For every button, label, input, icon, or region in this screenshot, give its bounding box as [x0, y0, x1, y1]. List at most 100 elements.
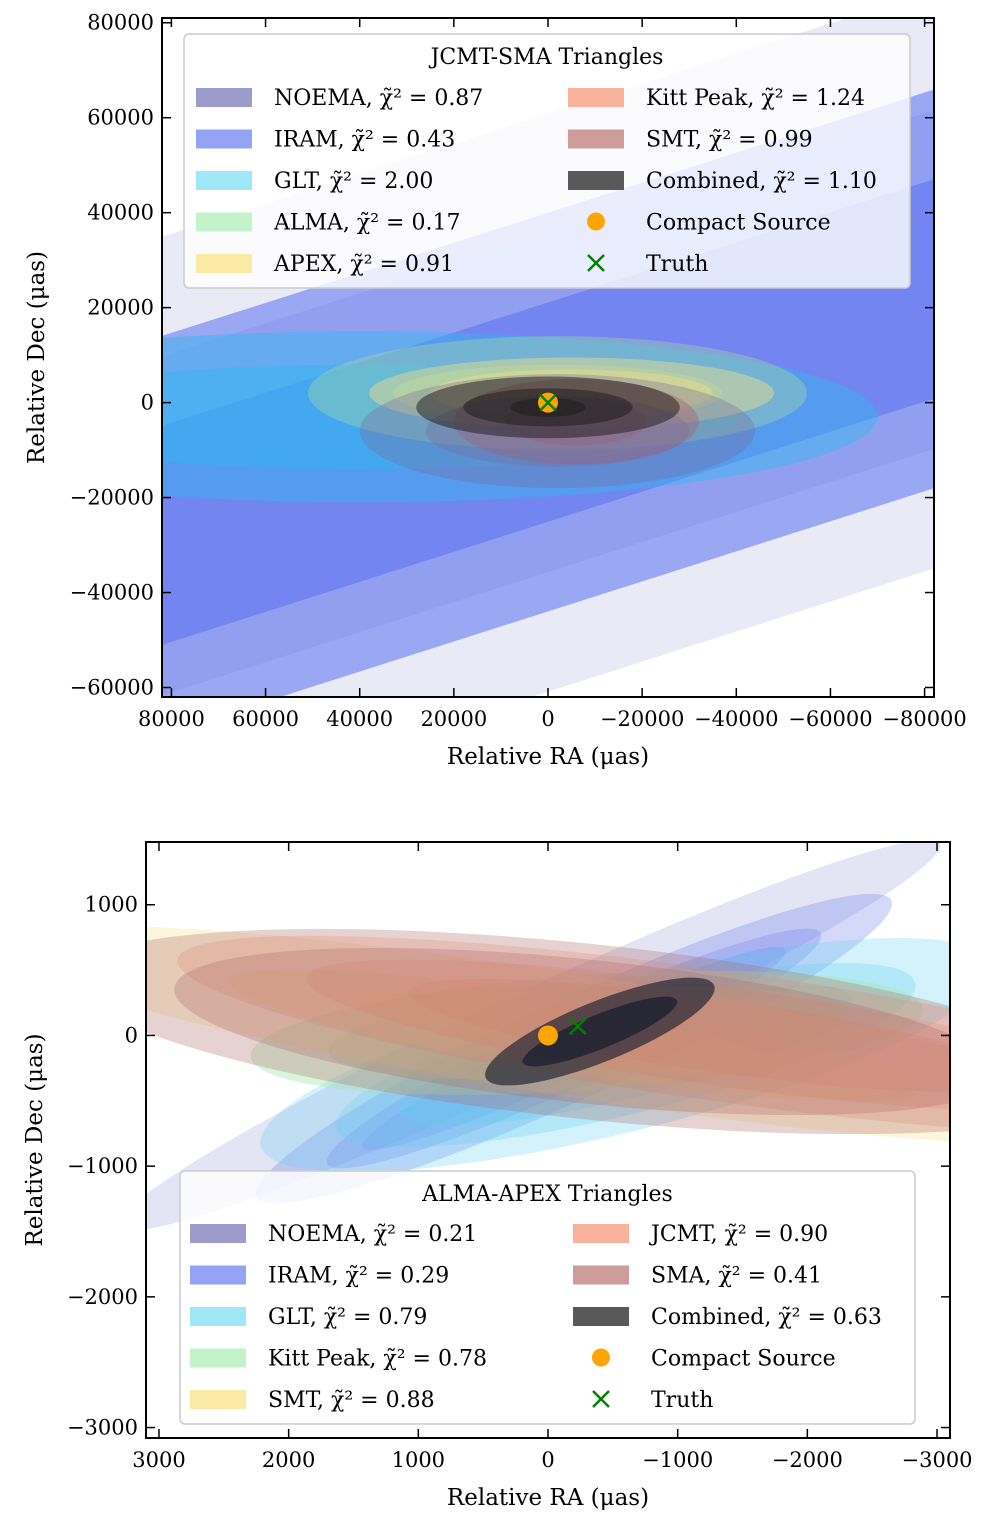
x-tick-label: −60000: [788, 707, 872, 731]
point-truth-stroke-b: [539, 393, 557, 412]
legend-entry-sma: SMA, χ̃² = 0.41: [573, 1264, 822, 1289]
legend-label: APEX, χ̃² = 0.91: [273, 252, 454, 277]
legend-entry-iram: IRAM, χ̃² = 0.43: [196, 128, 455, 153]
legend-swatch: [568, 88, 624, 107]
x-tick-label: 60000: [232, 707, 299, 731]
legend-box: [179, 1170, 916, 1425]
legend-title: JCMT-SMA Triangles: [429, 45, 664, 70]
region-combined-level-2: [522, 996, 678, 1067]
legend-marker-cross-b: [587, 254, 605, 272]
legend-swatch: [568, 129, 624, 149]
plot-area: [146, 842, 950, 1232]
legend-entry-jcmt: JCMT, χ̃² = 0.90: [573, 1222, 828, 1247]
legend-entry-iram: IRAM, χ̃² = 0.29: [190, 1264, 449, 1289]
legend-entry-alma: ALMA, χ̃² = 0.17: [196, 211, 460, 236]
legend-swatch: [190, 1307, 246, 1326]
legend: JCMT-SMA Triangles NOEMA, χ̃² = 0.87 IRAM,…: [183, 33, 911, 289]
legend-swatch: [196, 129, 252, 149]
legend-label: Truth: [651, 1388, 713, 1413]
legend-swatch: [573, 1265, 629, 1285]
x-tick-label: 80000: [138, 707, 205, 731]
legend-label: ALMA, χ̃² = 0.17: [273, 211, 460, 236]
y-tick-label: 20000: [87, 296, 154, 320]
legend-swatch: [190, 1348, 246, 1368]
x-tick-label: 1000: [392, 1448, 445, 1472]
legend-label: NOEMA, χ̃² = 0.87: [274, 86, 483, 111]
y-tick-label: −20000: [70, 486, 154, 510]
legend-entry-combined: Combined, χ̃² = 0.63: [573, 1305, 882, 1330]
legend-label: SMT, χ̃² = 0.88: [268, 1388, 435, 1413]
legend: ALMA-APEX Triangles NOEMA, χ̃² = 0.21 IRAM…: [179, 1170, 916, 1425]
legend-label: Kitt Peak, χ̃² = 1.24: [646, 86, 865, 111]
x-tick-label: 3000: [132, 1448, 185, 1472]
legend-label: GLT, χ̃² = 0.79: [268, 1305, 427, 1330]
x-axis-label: Relative RA (μas): [447, 1485, 649, 1511]
legend-label: Combined, χ̃² = 0.63: [651, 1305, 882, 1330]
y-axis-label: Relative Dec (μas): [24, 251, 50, 464]
x-tick-label: 0: [541, 1448, 554, 1472]
legend-entry-kitt-peak: Kitt Peak, χ̃² = 1.24: [568, 86, 865, 111]
legend-swatch: [190, 1265, 246, 1285]
legend-swatch: [196, 171, 252, 190]
y-tick-label: −40000: [70, 581, 154, 605]
legend-label: SMA, χ̃² = 0.41: [651, 1264, 822, 1289]
legend-entry-glt: GLT, χ̃² = 2.00: [196, 169, 433, 194]
legend-entry-truth: Truth: [592, 1388, 713, 1413]
legend-marker-dot: [587, 212, 605, 231]
legend-swatch: [190, 1224, 246, 1243]
y-tick-label: 1000: [85, 893, 138, 917]
legend-entry-kitt-peak: Kitt Peak, χ̃² = 0.78: [190, 1347, 487, 1372]
region-jcmt-level-3: [408, 978, 950, 1092]
y-tick-label: 80000: [87, 11, 154, 35]
legend-entry-noema: NOEMA, χ̃² = 0.87: [196, 86, 483, 111]
y-tick-label: 60000: [87, 106, 154, 130]
legend-entry-compact-source: Compact Source: [587, 211, 831, 236]
x-tick-label: 0: [541, 707, 554, 731]
legend-entry-compact-source: Compact Source: [592, 1347, 836, 1372]
point-truth: [568, 1017, 587, 1036]
region-jcmt-level-2: [305, 959, 950, 1112]
legend-label: Kitt Peak, χ̃² = 0.78: [268, 1347, 487, 1372]
legend-entry-combined: Combined, χ̃² = 1.10: [568, 169, 877, 194]
legend-swatch: [573, 1307, 629, 1326]
y-tick-label: −3000: [67, 1416, 138, 1440]
legend-label: Truth: [646, 252, 708, 277]
y-tick-label: −2000: [67, 1285, 138, 1309]
legend-swatch: [196, 88, 252, 107]
region-glt-level-2: [336, 963, 916, 1148]
region-glt-level-1: [260, 938, 950, 1173]
y-tick-label: 0: [125, 1023, 138, 1047]
legend-label: IRAM, χ̃² = 0.29: [268, 1264, 449, 1289]
legend-entry-smt: SMT, χ̃² = 0.99: [568, 128, 813, 153]
x-tick-label: −20000: [600, 707, 684, 731]
panel-alma-apex: 3000 2000 1000 0 −1000 −2000 −3000 −3000 −2000 −1…: [22, 841, 973, 1511]
legend-entry-smt: SMT, χ̃² = 0.88: [190, 1388, 435, 1413]
legend-swatch: [196, 254, 252, 273]
region-glt-level-3: [399, 984, 853, 1126]
legend-swatch: [190, 1390, 246, 1409]
x-tick-label: 2000: [262, 1448, 315, 1472]
legend-box: [183, 33, 911, 289]
x-tick-label: −40000: [694, 707, 778, 731]
point-truth-stroke-b: [568, 1017, 587, 1036]
legend-title: ALMA-APEX Triangles: [421, 1182, 673, 1207]
legend-swatch: [568, 171, 624, 190]
legend-entry-glt: GLT, χ̃² = 0.79: [190, 1305, 427, 1330]
legend-label: IRAM, χ̃² = 0.43: [274, 128, 455, 153]
x-tick-label: −3000: [902, 1448, 973, 1472]
x-tick-label: −1000: [642, 1448, 713, 1472]
y-tick-label: 0: [141, 391, 154, 415]
legend-marker-cross-b: [592, 1390, 610, 1408]
x-axis-label: Relative RA (μas): [447, 744, 649, 770]
legend-label: JCMT, χ̃² = 0.90: [649, 1222, 828, 1247]
legend-swatch: [573, 1224, 629, 1243]
legend-label: Compact Source: [646, 211, 831, 236]
legend-marker-dot: [592, 1348, 610, 1367]
region-jcmt: [177, 935, 950, 1136]
region-glt: [260, 938, 950, 1173]
legend-entry-truth: Truth: [587, 252, 708, 277]
legend-entry-noema: NOEMA, χ̃² = 0.21: [190, 1222, 477, 1247]
